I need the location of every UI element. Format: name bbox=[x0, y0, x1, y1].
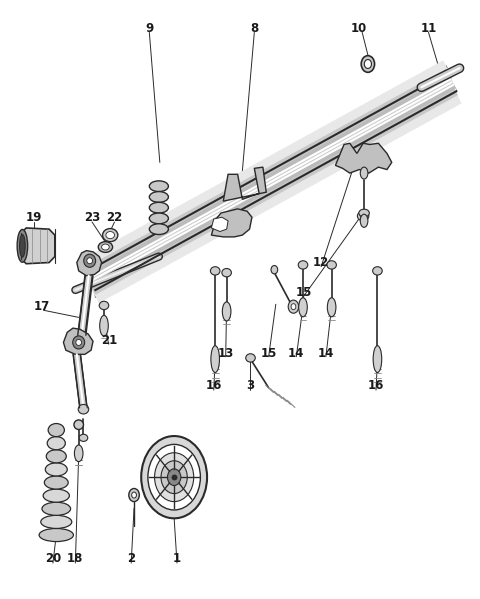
Ellipse shape bbox=[129, 489, 139, 501]
Ellipse shape bbox=[43, 489, 70, 502]
Text: 23: 23 bbox=[84, 211, 100, 223]
Ellipse shape bbox=[271, 265, 278, 274]
Ellipse shape bbox=[358, 211, 369, 221]
Ellipse shape bbox=[48, 423, 64, 437]
Ellipse shape bbox=[372, 267, 382, 275]
Ellipse shape bbox=[47, 437, 65, 450]
Text: 14: 14 bbox=[318, 347, 334, 359]
Text: 19: 19 bbox=[25, 211, 42, 223]
Polygon shape bbox=[77, 250, 102, 276]
Text: 13: 13 bbox=[217, 347, 234, 359]
Ellipse shape bbox=[149, 192, 168, 202]
Ellipse shape bbox=[79, 434, 88, 441]
Ellipse shape bbox=[102, 244, 109, 250]
Text: 18: 18 bbox=[67, 552, 84, 565]
Ellipse shape bbox=[360, 167, 368, 179]
Ellipse shape bbox=[168, 469, 181, 486]
Ellipse shape bbox=[291, 304, 296, 310]
Ellipse shape bbox=[360, 214, 366, 219]
Text: 22: 22 bbox=[107, 211, 122, 223]
Ellipse shape bbox=[106, 232, 115, 238]
Ellipse shape bbox=[149, 202, 168, 213]
Text: 3: 3 bbox=[246, 379, 254, 392]
Ellipse shape bbox=[44, 476, 68, 489]
Ellipse shape bbox=[87, 258, 93, 264]
Ellipse shape bbox=[74, 420, 84, 429]
Text: 15: 15 bbox=[261, 347, 277, 359]
Ellipse shape bbox=[74, 445, 83, 462]
Ellipse shape bbox=[84, 254, 96, 267]
Ellipse shape bbox=[46, 450, 66, 463]
Ellipse shape bbox=[149, 224, 168, 235]
Ellipse shape bbox=[327, 261, 336, 269]
Ellipse shape bbox=[360, 214, 368, 228]
Ellipse shape bbox=[45, 463, 67, 476]
Ellipse shape bbox=[149, 181, 168, 192]
Ellipse shape bbox=[210, 267, 220, 275]
Polygon shape bbox=[211, 209, 252, 237]
Text: 10: 10 bbox=[351, 22, 367, 35]
Ellipse shape bbox=[155, 453, 194, 501]
Ellipse shape bbox=[99, 301, 109, 310]
Ellipse shape bbox=[148, 444, 200, 510]
Text: 9: 9 bbox=[145, 22, 154, 35]
Text: 11: 11 bbox=[420, 22, 437, 35]
Polygon shape bbox=[223, 167, 266, 201]
Ellipse shape bbox=[373, 346, 382, 373]
Ellipse shape bbox=[98, 241, 113, 252]
Ellipse shape bbox=[161, 461, 187, 494]
Text: 16: 16 bbox=[368, 379, 384, 392]
Ellipse shape bbox=[103, 229, 118, 241]
Polygon shape bbox=[63, 328, 93, 355]
Ellipse shape bbox=[211, 346, 219, 373]
Text: 16: 16 bbox=[205, 379, 222, 392]
Ellipse shape bbox=[222, 302, 231, 321]
Ellipse shape bbox=[100, 315, 108, 336]
Ellipse shape bbox=[141, 436, 207, 518]
Ellipse shape bbox=[20, 235, 25, 257]
Ellipse shape bbox=[298, 261, 308, 269]
Text: 21: 21 bbox=[101, 334, 117, 347]
Polygon shape bbox=[211, 217, 228, 232]
Ellipse shape bbox=[132, 492, 136, 498]
Text: 12: 12 bbox=[313, 256, 329, 269]
Ellipse shape bbox=[222, 268, 231, 277]
Text: 17: 17 bbox=[34, 300, 50, 313]
Text: 14: 14 bbox=[288, 347, 304, 359]
Ellipse shape bbox=[246, 354, 255, 362]
Ellipse shape bbox=[42, 502, 71, 515]
Ellipse shape bbox=[288, 300, 299, 313]
Polygon shape bbox=[22, 228, 55, 264]
Text: 20: 20 bbox=[45, 552, 61, 565]
Ellipse shape bbox=[73, 336, 84, 349]
Polygon shape bbox=[336, 143, 392, 173]
Ellipse shape bbox=[149, 213, 168, 224]
Text: 8: 8 bbox=[250, 22, 258, 35]
Ellipse shape bbox=[17, 229, 28, 262]
Ellipse shape bbox=[76, 340, 82, 346]
Ellipse shape bbox=[299, 298, 307, 317]
Text: 1: 1 bbox=[173, 552, 181, 565]
Ellipse shape bbox=[39, 528, 73, 541]
Ellipse shape bbox=[361, 56, 374, 72]
Ellipse shape bbox=[359, 209, 369, 217]
Ellipse shape bbox=[327, 298, 336, 317]
Ellipse shape bbox=[78, 404, 89, 414]
Ellipse shape bbox=[364, 59, 372, 68]
Text: 15: 15 bbox=[295, 286, 312, 299]
Text: 2: 2 bbox=[127, 552, 135, 565]
Ellipse shape bbox=[41, 515, 72, 528]
